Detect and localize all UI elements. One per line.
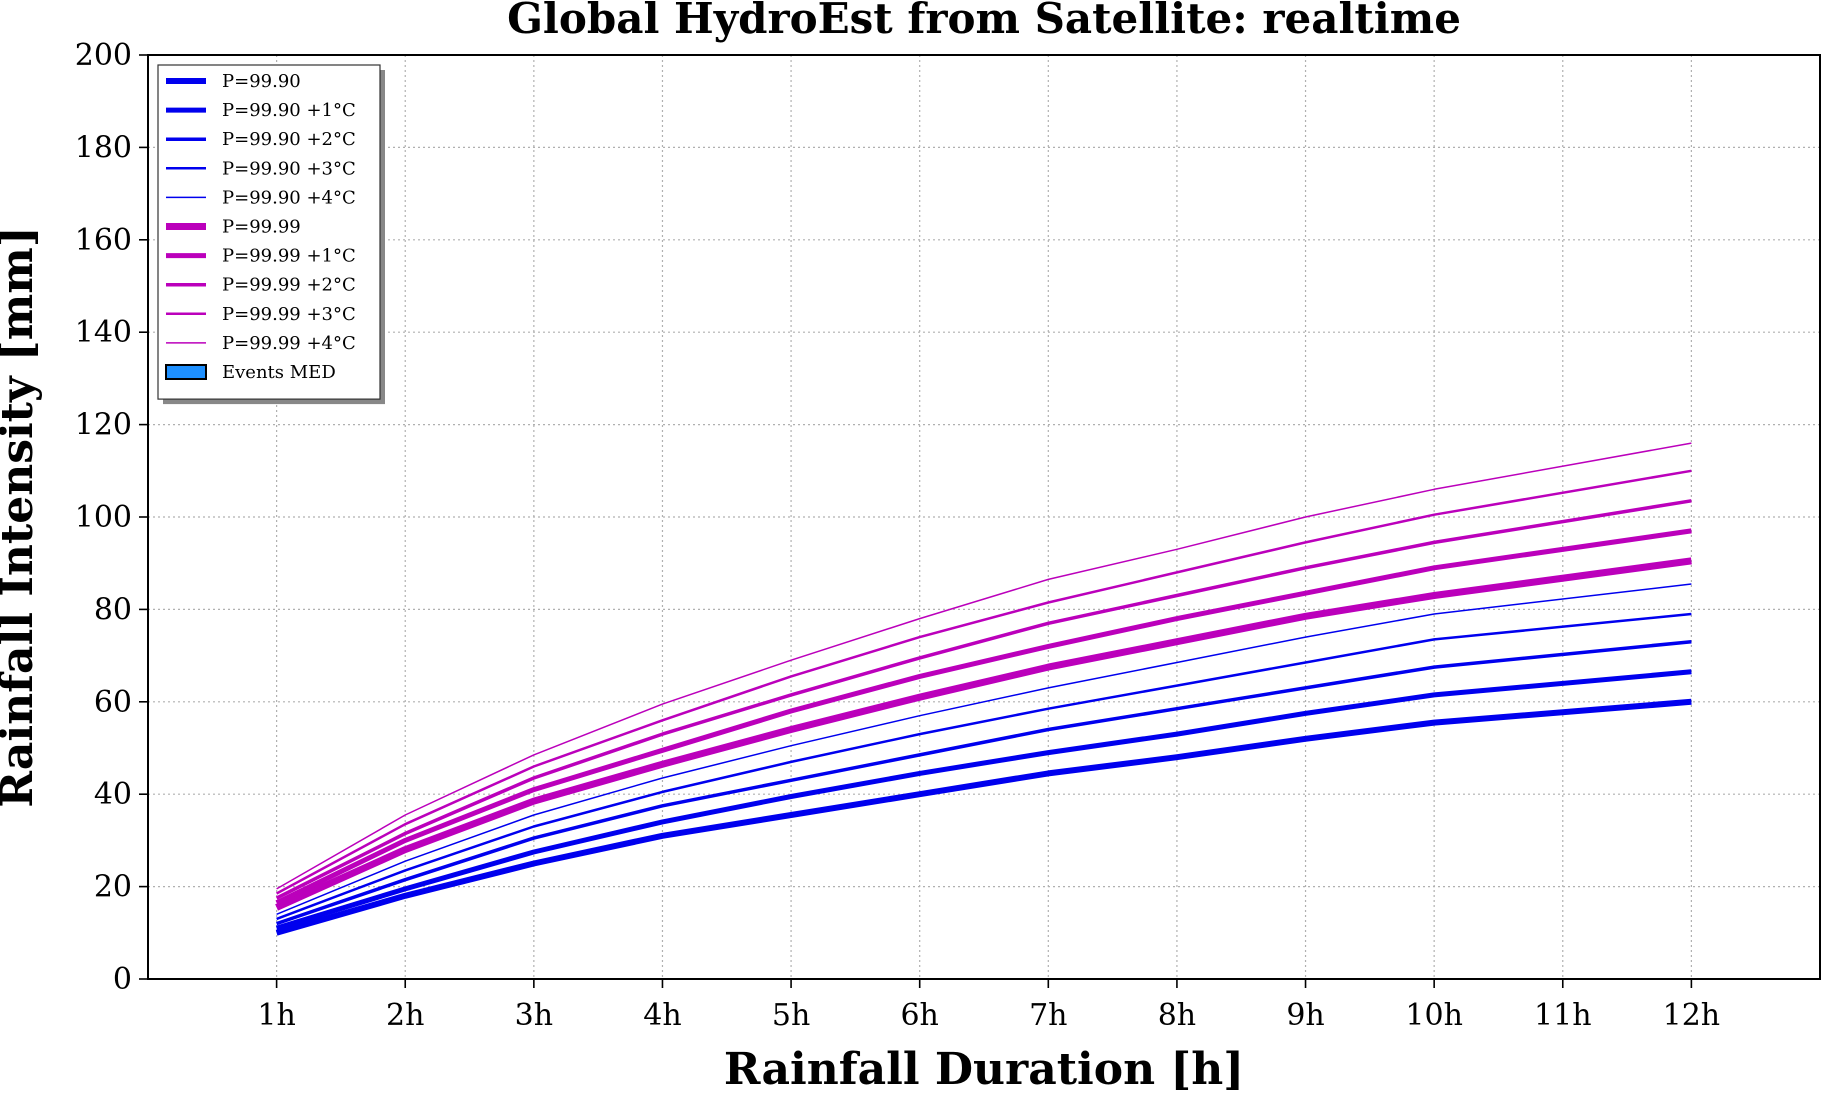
x-tick-label: 12h (1663, 998, 1721, 1033)
y-tick-label: 80 (94, 592, 132, 627)
y-tick-label: 160 (75, 223, 132, 258)
series-layer (275, 442, 1692, 936)
x-tick-label: 6h (900, 998, 938, 1033)
series-line (276, 639, 1692, 926)
legend: P=99.90 P=99.90 +1°C P=99.90 +2°C P=99.90 +… (157, 64, 385, 405)
y-tick-label: 40 (94, 777, 132, 812)
legend-label: P=99.90 +1°C (222, 100, 356, 121)
series-line (276, 583, 1692, 915)
legend-label: P=99.99 +4°C (222, 333, 356, 354)
x-tick-label: 8h (1158, 998, 1196, 1033)
x-tick-label: 5h (772, 998, 810, 1033)
y-axis: 0 20 40 60 80 100 120 140 160 180 200 (75, 38, 148, 997)
chart-title: Global HydroEst from Satellite: realtime (507, 0, 1461, 43)
x-tick-label: 9h (1286, 998, 1324, 1033)
series-line (275, 528, 1692, 906)
y-tick-label: 0 (113, 962, 132, 997)
x-tick-label: 7h (1029, 998, 1067, 1033)
x-tick-label: 3h (515, 998, 553, 1033)
y-tick-label: 140 (75, 315, 132, 350)
legend-label: P=99.99 +1°C (222, 246, 356, 267)
legend-label: P=99.90 +4°C (222, 187, 356, 208)
y-tick-label: 180 (75, 130, 132, 165)
series-line (276, 469, 1692, 895)
y-axis-label: Rainfall Intensity [mm] (0, 226, 43, 807)
y-tick-label: 60 (94, 685, 132, 720)
legend-label: Events MED (222, 362, 336, 383)
legend-label: P=99.99 +2°C (222, 275, 356, 296)
x-tick-label: 4h (643, 998, 681, 1033)
series-line (275, 499, 1692, 900)
series-line (276, 442, 1692, 890)
legend-label: P=99.99 +3°C (222, 304, 356, 325)
y-tick-label: 200 (75, 38, 132, 73)
series-line (275, 669, 1692, 931)
series-line (275, 557, 1692, 911)
series-line (275, 698, 1692, 936)
x-tick-label: 2h (386, 998, 424, 1033)
x-tick-label: 10h (1405, 998, 1463, 1033)
y-tick-label: 100 (75, 500, 132, 535)
x-tick-label: 1h (257, 998, 295, 1033)
legend-label: P=99.99 (222, 217, 301, 238)
legend-label: P=99.90 (222, 71, 301, 92)
legend-label: P=99.90 +2°C (222, 129, 356, 150)
y-tick-label: 120 (75, 408, 132, 443)
x-axis: 1h 2h 3h 4h 5h 6h 7h 8h 9h 10h 11h 12h (257, 979, 1720, 1033)
x-tick-label: 11h (1534, 998, 1592, 1033)
y-tick-label: 20 (94, 870, 132, 905)
legend-swatch (165, 364, 207, 380)
x-axis-label: Rainfall Duration [h] (724, 1044, 1244, 1094)
series-line (276, 612, 1692, 921)
legend-label: P=99.90 +3°C (222, 158, 356, 179)
